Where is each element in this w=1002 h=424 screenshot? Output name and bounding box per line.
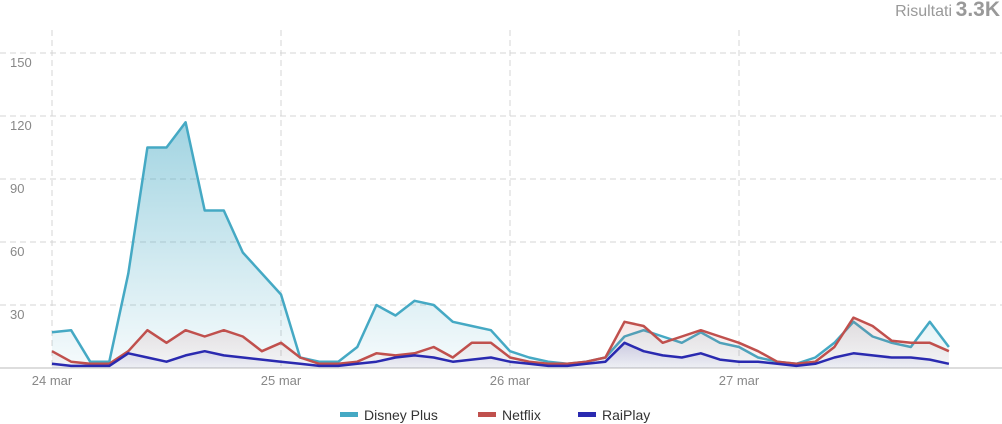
- y-tick-label: 60: [10, 244, 24, 259]
- y-tick-label: 120: [10, 118, 32, 133]
- legend-item: Netflix: [478, 407, 541, 423]
- x-tick-label: 26 mar: [490, 373, 531, 388]
- legend-swatch: [340, 412, 358, 417]
- legend-swatch: [578, 412, 596, 417]
- series-area: [52, 317, 949, 368]
- x-tick-label: 25 mar: [261, 373, 302, 388]
- x-tick-label: 24 mar: [32, 373, 73, 388]
- legend-label: RaiPlay: [602, 407, 650, 423]
- legend-label: Netflix: [502, 407, 541, 423]
- legend-item: RaiPlay: [578, 407, 650, 423]
- legend-item: Disney Plus: [340, 407, 438, 423]
- header-label: Risultati: [895, 3, 952, 20]
- series-line: [51, 316, 950, 366]
- legend-label: Disney Plus: [364, 407, 438, 423]
- y-tick-label: 30: [10, 307, 24, 322]
- x-tick-label: 27 mar: [719, 373, 760, 388]
- series-line: [51, 341, 950, 368]
- header-value: 3.3K: [956, 0, 1000, 21]
- y-tick-label: 150: [10, 55, 32, 70]
- series-area: [52, 122, 949, 368]
- legend-swatch: [478, 412, 496, 417]
- y-tick-label: 90: [10, 181, 24, 196]
